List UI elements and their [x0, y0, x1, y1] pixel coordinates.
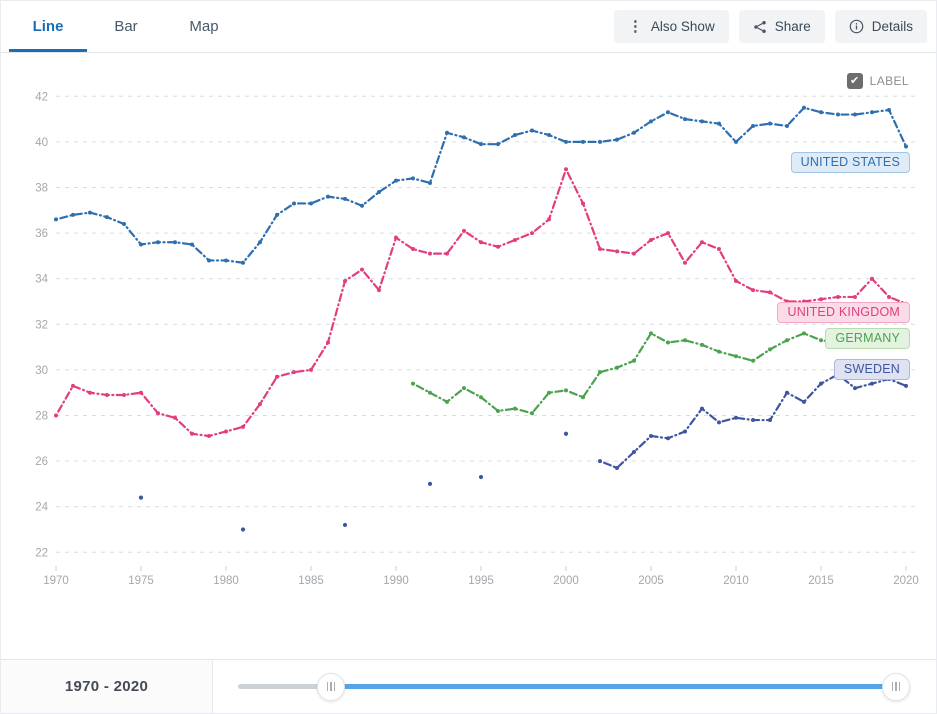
- timeline-slider[interactable]: [213, 660, 936, 713]
- series-label-united-states[interactable]: UNITED STATES: [790, 152, 910, 174]
- svg-text:1975: 1975: [128, 575, 154, 587]
- series-label-germany[interactable]: GERMANY: [825, 328, 910, 350]
- tab-map[interactable]: Map: [189, 17, 219, 35]
- label-toggle[interactable]: ✔ LABEL: [846, 73, 909, 89]
- share-label: Share: [774, 19, 811, 34]
- share-icon: [753, 20, 767, 34]
- view-tabs: Line Bar Map: [1, 1, 243, 52]
- series-united-kingdom: [54, 167, 908, 439]
- timeline-range-label: 1970 - 2020: [64, 678, 149, 695]
- series-sweden: [138, 372, 908, 532]
- svg-text:42: 42: [35, 91, 48, 103]
- svg-text:28: 28: [35, 411, 48, 423]
- svg-text:2000: 2000: [553, 575, 579, 587]
- series-united-states: [54, 105, 908, 265]
- label-toggle-text: LABEL: [869, 74, 909, 88]
- y-axis-labels: 22 24 26 28 30 32 34 36 38 40 42: [35, 91, 48, 559]
- timeline-bar: 1970 - 2020: [1, 659, 936, 713]
- gridlines: [56, 95, 919, 553]
- toolbar-actions: ⋮ Also Show Share: [613, 10, 927, 43]
- svg-text:2020: 2020: [893, 575, 919, 587]
- details-label: Details: [871, 19, 913, 34]
- svg-text:24: 24: [35, 502, 48, 514]
- series-label-united-kingdom[interactable]: UNITED KINGDOM: [777, 301, 910, 323]
- share-button[interactable]: Share: [738, 10, 825, 43]
- tab-bar[interactable]: Bar: [114, 17, 138, 35]
- svg-text:1970: 1970: [43, 575, 69, 587]
- timeline-range-box: 1970 - 2020: [1, 660, 213, 713]
- svg-text:2015: 2015: [808, 575, 834, 587]
- svg-text:30: 30: [35, 365, 48, 377]
- label-checkbox[interactable]: ✔: [846, 73, 863, 89]
- timeline-handle-end[interactable]: [882, 672, 910, 701]
- svg-text:36: 36: [35, 228, 48, 240]
- info-icon: [849, 19, 864, 34]
- svg-text:1995: 1995: [468, 575, 494, 587]
- svg-text:34: 34: [35, 274, 48, 286]
- details-button[interactable]: Details: [834, 10, 927, 43]
- also-show-label: Also Show: [650, 19, 715, 34]
- series-germany: [411, 329, 908, 416]
- also-show-button[interactable]: ⋮ Also Show: [613, 10, 729, 43]
- tab-line[interactable]: Line: [9, 1, 87, 52]
- svg-text:32: 32: [35, 319, 48, 331]
- chart-area: 22 24 26 28 30 32 34 36 38 40 42 1970 1975 1980 1985 19…: [1, 53, 936, 659]
- timeline-handle-start[interactable]: [317, 672, 345, 701]
- svg-text:40: 40: [35, 137, 48, 149]
- svg-text:2010: 2010: [723, 575, 749, 587]
- x-axis-labels: 1970 1975 1980 1985 1990 1995 2000 2005 2010 2015…: [43, 566, 919, 587]
- series-label-sweden[interactable]: SWEDEN: [833, 358, 910, 380]
- slider-selected-range[interactable]: [331, 683, 896, 689]
- svg-text:26: 26: [35, 456, 48, 468]
- svg-text:1985: 1985: [298, 575, 324, 587]
- svg-text:22: 22: [35, 547, 48, 559]
- svg-text:1990: 1990: [383, 575, 409, 587]
- toolbar: Line Bar Map ⋮ Also Show Share: [1, 1, 936, 53]
- svg-text:38: 38: [35, 183, 48, 195]
- svg-text:1980: 1980: [213, 575, 239, 587]
- svg-text:2005: 2005: [638, 575, 664, 587]
- kebab-icon: ⋮: [627, 18, 643, 35]
